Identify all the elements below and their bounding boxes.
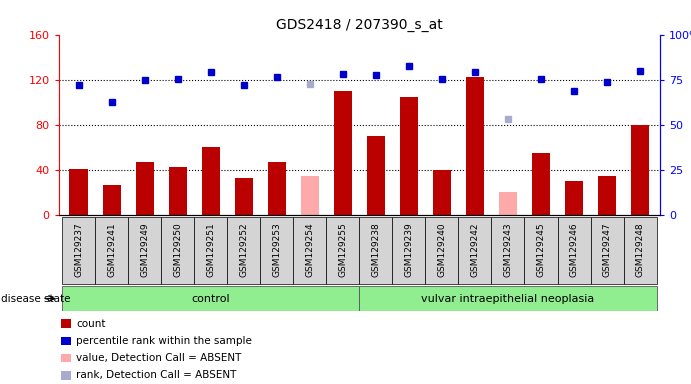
Bar [161,217,194,284]
Text: GSM129238: GSM129238 [371,222,380,277]
Text: disease state: disease state [1,293,71,304]
Title: GDS2418 / 207390_s_at: GDS2418 / 207390_s_at [276,18,443,32]
Bar [326,217,359,284]
Bar [623,217,656,284]
Text: control: control [191,293,230,304]
Bar [267,162,286,215]
Text: GSM129248: GSM129248 [636,222,645,277]
Text: GSM129237: GSM129237 [74,222,83,277]
Text: GSM129250: GSM129250 [173,222,182,277]
Bar [524,217,558,284]
Bar [334,91,352,215]
Bar [631,125,649,215]
Bar [261,217,293,284]
Bar [70,169,88,215]
Bar [491,217,524,284]
Text: rank, Detection Call = ABSENT: rank, Detection Call = ABSENT [77,370,237,381]
Bar [466,78,484,215]
Text: GSM129242: GSM129242 [471,222,480,277]
Text: value, Detection Call = ABSENT: value, Detection Call = ABSENT [77,353,242,363]
Text: count: count [77,318,106,329]
Text: GSM129253: GSM129253 [272,222,281,277]
Bar [61,371,71,379]
Bar [565,181,583,215]
Bar [532,153,550,215]
Text: vulvar intraepithelial neoplasia: vulvar intraepithelial neoplasia [422,293,594,304]
Text: GSM129251: GSM129251 [206,222,215,277]
Bar [227,217,261,284]
Bar [400,97,418,215]
Bar [458,217,491,284]
Bar [102,185,121,215]
Bar [61,319,71,328]
Text: percentile rank within the sample: percentile rank within the sample [77,336,252,346]
Bar [301,175,319,215]
Bar [194,217,227,284]
Bar [235,178,253,215]
Bar [61,354,71,362]
Bar [426,217,458,284]
Bar [598,175,616,215]
Bar [499,192,517,215]
Text: GSM129239: GSM129239 [404,222,413,277]
Text: GSM129240: GSM129240 [437,222,446,277]
Text: GSM129243: GSM129243 [504,222,513,277]
Text: GSM129245: GSM129245 [536,222,545,277]
Bar [62,217,95,284]
Bar [61,337,71,345]
Bar [135,162,153,215]
Text: GSM129247: GSM129247 [603,222,612,277]
Bar [169,167,187,215]
Text: GSM129249: GSM129249 [140,222,149,277]
Bar [359,217,392,284]
Bar [128,217,161,284]
Bar [367,136,385,215]
Text: GSM129255: GSM129255 [339,222,348,277]
Bar [433,170,451,215]
Bar [359,286,656,311]
Text: GSM129241: GSM129241 [107,222,116,277]
Bar [558,217,591,284]
Text: GSM129252: GSM129252 [239,222,248,277]
Bar [62,286,359,311]
Text: GSM129254: GSM129254 [305,222,314,277]
Bar [95,217,128,284]
Bar [392,217,426,284]
Bar [293,217,326,284]
Bar [202,147,220,215]
Bar [591,217,623,284]
Text: GSM129246: GSM129246 [569,222,578,277]
